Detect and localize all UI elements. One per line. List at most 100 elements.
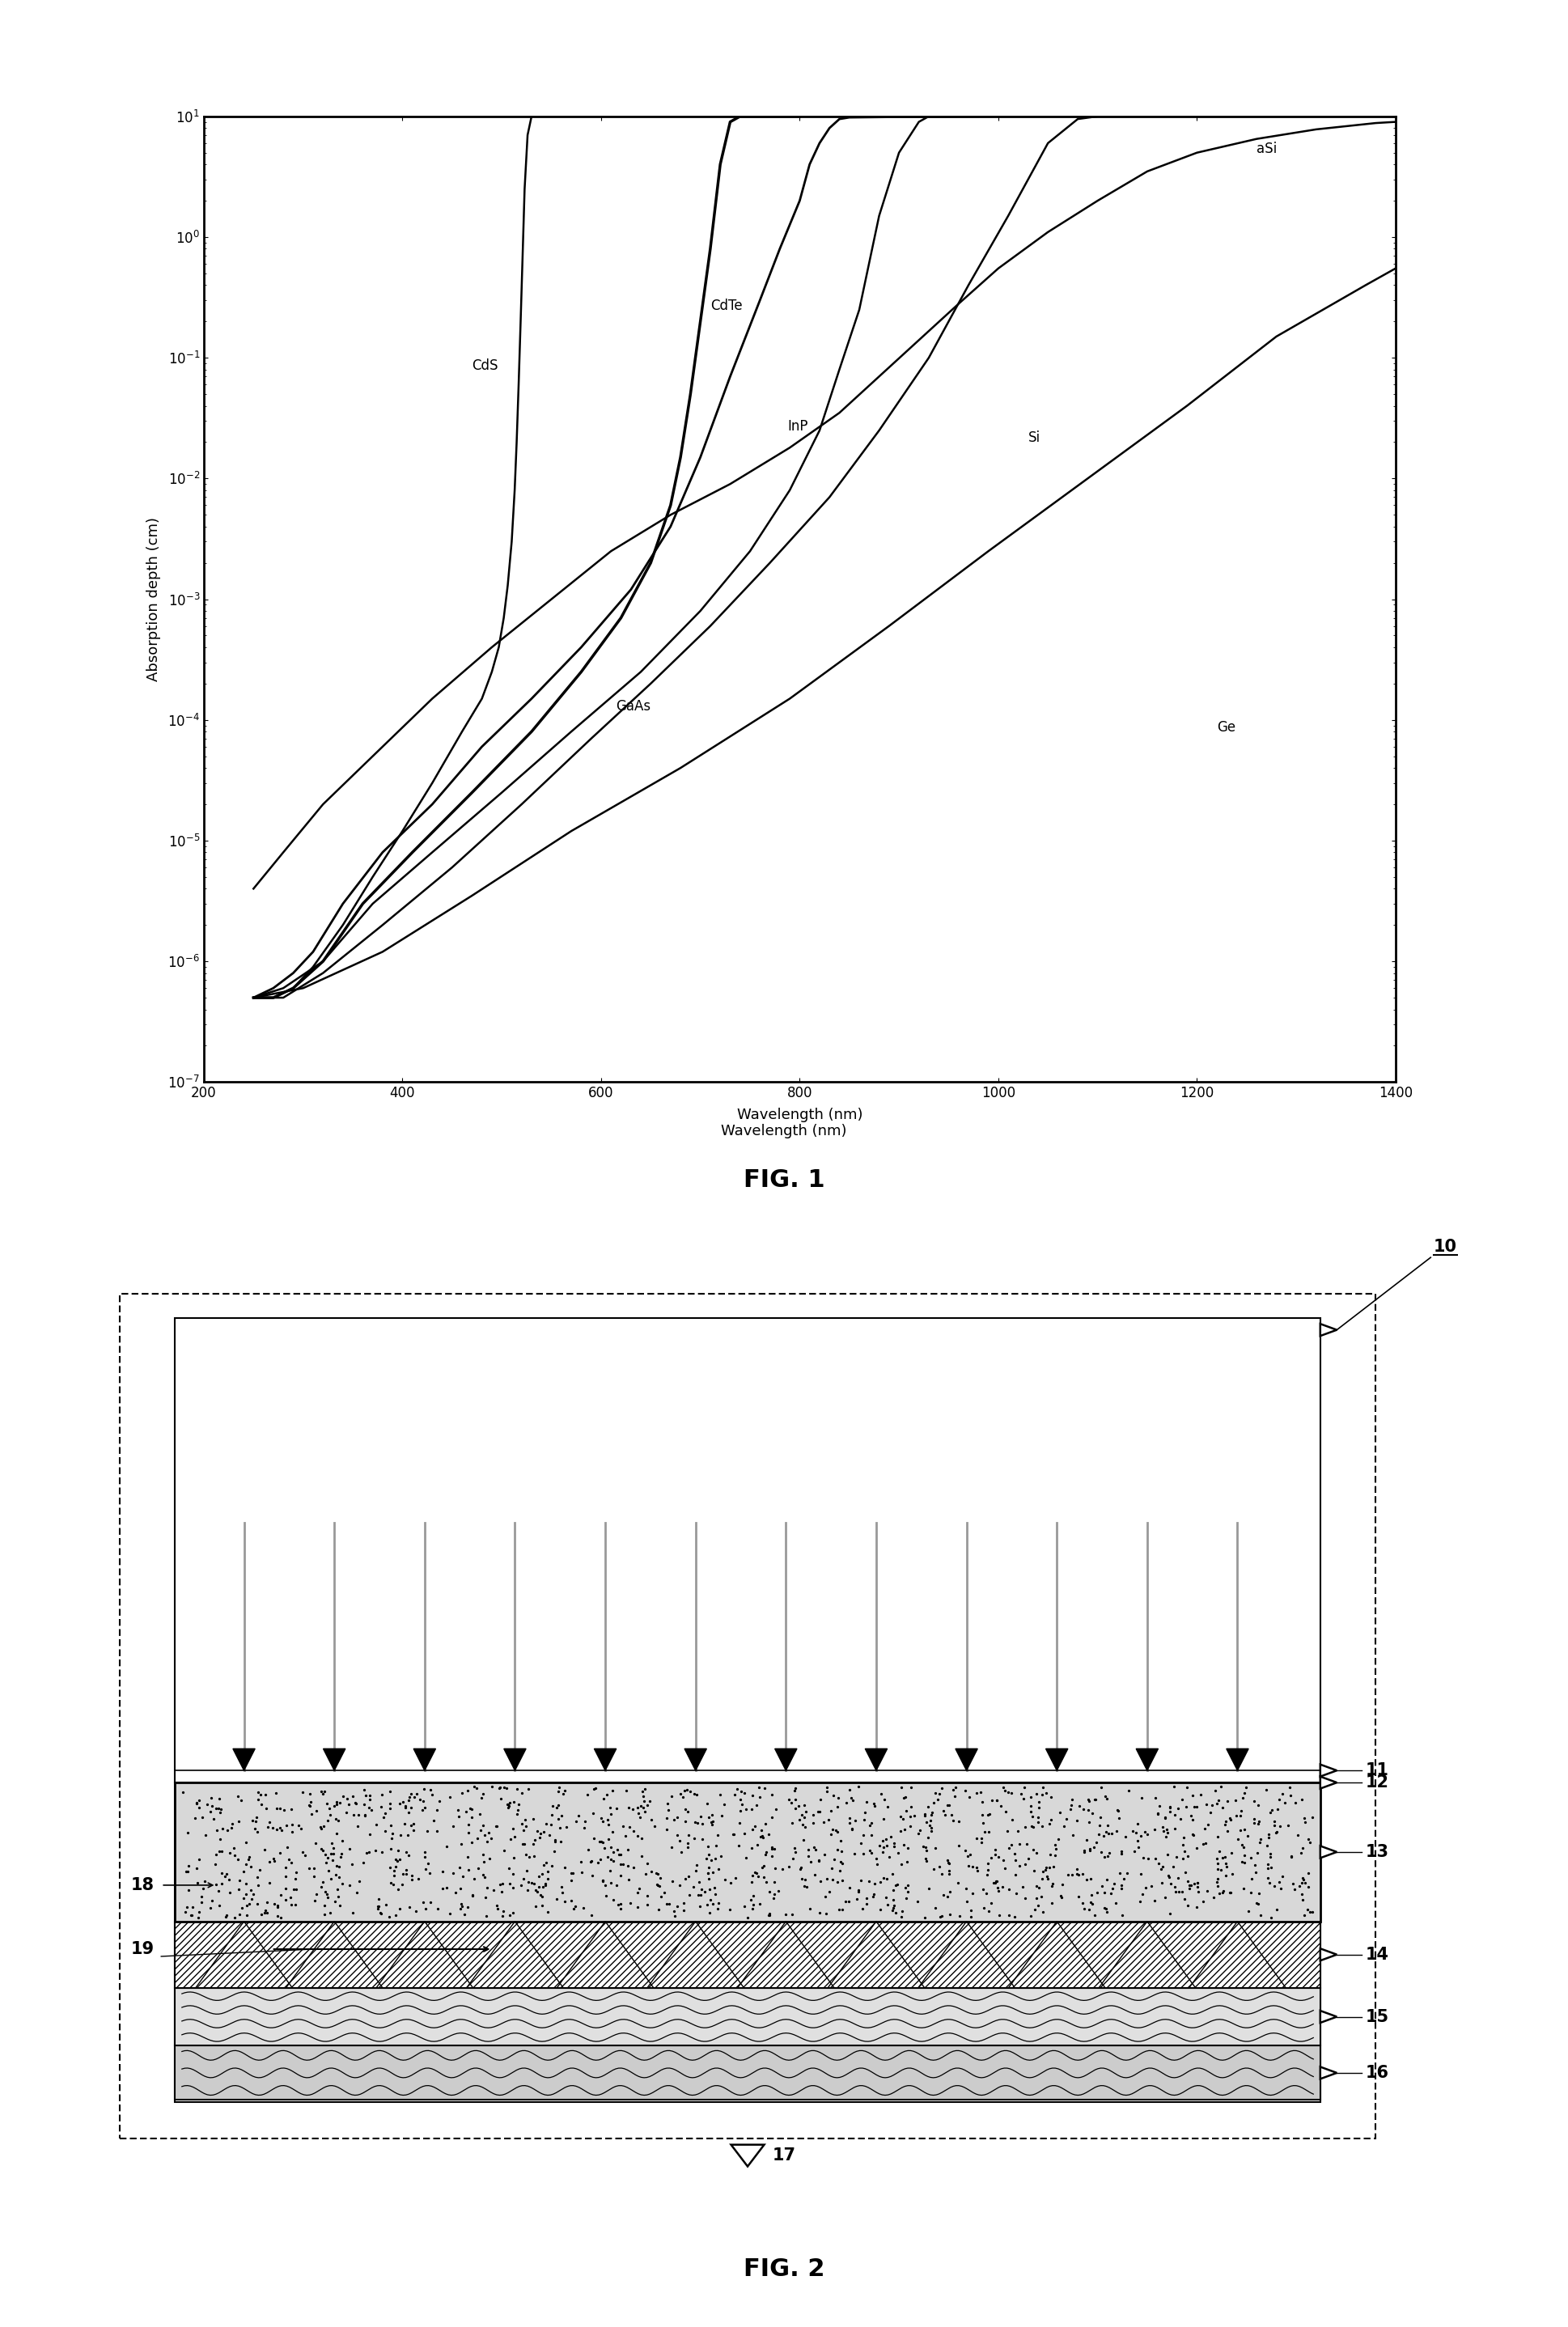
Point xyxy=(315,1838,340,1876)
Point xyxy=(430,1869,455,1906)
Point xyxy=(1090,1866,1115,1903)
Point xyxy=(1154,1817,1179,1855)
Point xyxy=(318,1796,343,1834)
Point xyxy=(1258,1836,1283,1873)
Point xyxy=(828,1843,853,1880)
Point xyxy=(1024,1776,1049,1813)
Point xyxy=(613,1773,638,1810)
Point xyxy=(434,1869,459,1906)
Point xyxy=(837,1799,862,1836)
Point xyxy=(597,1789,622,1827)
Point xyxy=(527,1815,552,1852)
Point xyxy=(996,1813,1021,1850)
Point xyxy=(336,1787,361,1824)
Point xyxy=(593,1878,618,1915)
Polygon shape xyxy=(1320,1948,1338,1962)
Point xyxy=(1287,1869,1312,1906)
Point xyxy=(448,1890,474,1927)
Point xyxy=(378,1785,403,1822)
Point xyxy=(682,1803,707,1841)
Point xyxy=(862,1787,887,1824)
Point xyxy=(1174,1887,1200,1924)
Point xyxy=(608,1836,633,1873)
Point xyxy=(1162,1796,1187,1834)
Point xyxy=(601,1834,626,1871)
Point xyxy=(1065,1855,1090,1892)
Point xyxy=(586,1843,612,1880)
Point xyxy=(822,1778,847,1815)
Point xyxy=(629,1838,654,1876)
Point xyxy=(829,1845,855,1883)
Point xyxy=(489,1897,514,1934)
Point xyxy=(1018,1794,1043,1831)
Point xyxy=(1058,1789,1083,1827)
Point xyxy=(229,1890,254,1927)
Point xyxy=(880,1880,905,1917)
Point xyxy=(630,1782,655,1820)
Point xyxy=(789,1796,814,1834)
Point xyxy=(521,1801,546,1838)
Point xyxy=(1283,1785,1308,1822)
Point xyxy=(925,1780,950,1817)
Point xyxy=(740,1890,765,1927)
Point xyxy=(544,1880,569,1917)
Point xyxy=(806,1794,831,1831)
Text: Ge: Ge xyxy=(1217,721,1236,735)
Point xyxy=(516,1864,541,1901)
Point xyxy=(464,1769,489,1806)
Point xyxy=(478,1820,503,1857)
Point xyxy=(676,1829,701,1866)
Point xyxy=(668,1834,693,1871)
Point xyxy=(618,1885,643,1922)
Point xyxy=(194,1785,220,1822)
Point xyxy=(575,1776,601,1813)
Point xyxy=(1193,1824,1218,1862)
Point xyxy=(412,1838,437,1876)
Point xyxy=(795,1831,820,1869)
Point xyxy=(1145,1794,1170,1831)
Point xyxy=(1132,1813,1157,1850)
Text: 12: 12 xyxy=(1366,1776,1389,1792)
Point xyxy=(1292,1799,1317,1836)
Point xyxy=(364,1806,389,1843)
Point xyxy=(1051,1866,1076,1903)
Point xyxy=(455,1838,480,1876)
Point xyxy=(1165,1789,1190,1827)
Polygon shape xyxy=(1320,1776,1338,1789)
Point xyxy=(960,1848,985,1885)
Point xyxy=(996,1773,1021,1810)
Point xyxy=(265,1789,290,1827)
Point xyxy=(993,1771,1018,1808)
Point xyxy=(1178,1866,1203,1903)
Point xyxy=(685,1806,710,1843)
Point xyxy=(1146,1787,1171,1824)
Point xyxy=(1109,1866,1134,1903)
Point xyxy=(1190,1883,1215,1920)
Point xyxy=(1276,1769,1301,1806)
Point xyxy=(1030,1808,1055,1845)
Point xyxy=(318,1836,343,1873)
Point xyxy=(872,1859,897,1897)
Point xyxy=(249,1785,274,1822)
Point xyxy=(533,1806,558,1843)
Point xyxy=(1021,1808,1046,1845)
Point xyxy=(1173,1855,1198,1892)
Point xyxy=(757,1873,782,1910)
Point xyxy=(588,1822,613,1859)
Point xyxy=(1030,1852,1055,1890)
Point xyxy=(1258,1794,1283,1831)
Point xyxy=(1225,1796,1250,1834)
Point xyxy=(999,1776,1024,1813)
Point xyxy=(485,1808,510,1845)
Point xyxy=(394,1850,419,1887)
Point xyxy=(265,1887,290,1924)
Point xyxy=(1206,1845,1231,1883)
Point xyxy=(318,1859,343,1897)
X-axis label: Wavelength (nm): Wavelength (nm) xyxy=(737,1108,862,1122)
Point xyxy=(1071,1834,1096,1871)
Point xyxy=(906,1815,931,1852)
Point xyxy=(829,1862,855,1899)
Point xyxy=(398,1857,423,1894)
Point xyxy=(938,1873,963,1910)
Point xyxy=(873,1820,898,1857)
